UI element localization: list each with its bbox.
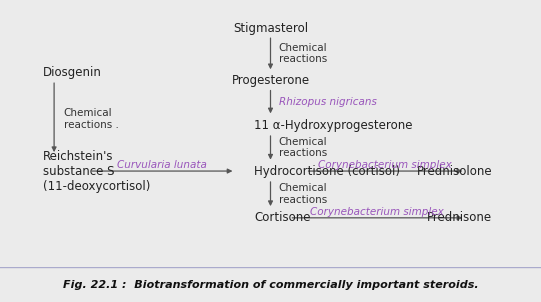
Text: Diosgenin: Diosgenin: [43, 66, 102, 79]
Text: Prednisone: Prednisone: [427, 211, 492, 224]
Text: Stigmasterol: Stigmasterol: [233, 21, 308, 34]
Text: Cortisone: Cortisone: [254, 211, 311, 224]
Text: Reichstein's
substance S
(11-deoxycortisol): Reichstein's substance S (11-deoxycortis…: [43, 149, 150, 193]
Text: Chemical
reactions: Chemical reactions: [279, 183, 327, 205]
Text: Corynebacterium simplex: Corynebacterium simplex: [318, 160, 452, 170]
Text: 11 α-Hydroxyprogesterone: 11 α-Hydroxyprogesterone: [254, 119, 413, 132]
Text: Rhizopus nigricans: Rhizopus nigricans: [279, 97, 377, 107]
Text: Curvularia lunata: Curvularia lunata: [117, 160, 207, 170]
Text: Fig. 22.1 :  Biotransformation of commercially important steroids.: Fig. 22.1 : Biotransformation of commerc…: [63, 280, 478, 290]
Text: Chemical
reactions: Chemical reactions: [279, 43, 327, 64]
Text: Corynebacterium simplex: Corynebacterium simplex: [310, 207, 444, 217]
Text: Prednisolone: Prednisolone: [417, 165, 492, 178]
Text: Chemical
reactions .: Chemical reactions .: [64, 108, 118, 130]
Text: Progesterone: Progesterone: [232, 74, 309, 87]
Text: Hydrocortisone (cortisol): Hydrocortisone (cortisol): [254, 165, 400, 178]
Text: Chemical
reactions: Chemical reactions: [279, 137, 327, 158]
